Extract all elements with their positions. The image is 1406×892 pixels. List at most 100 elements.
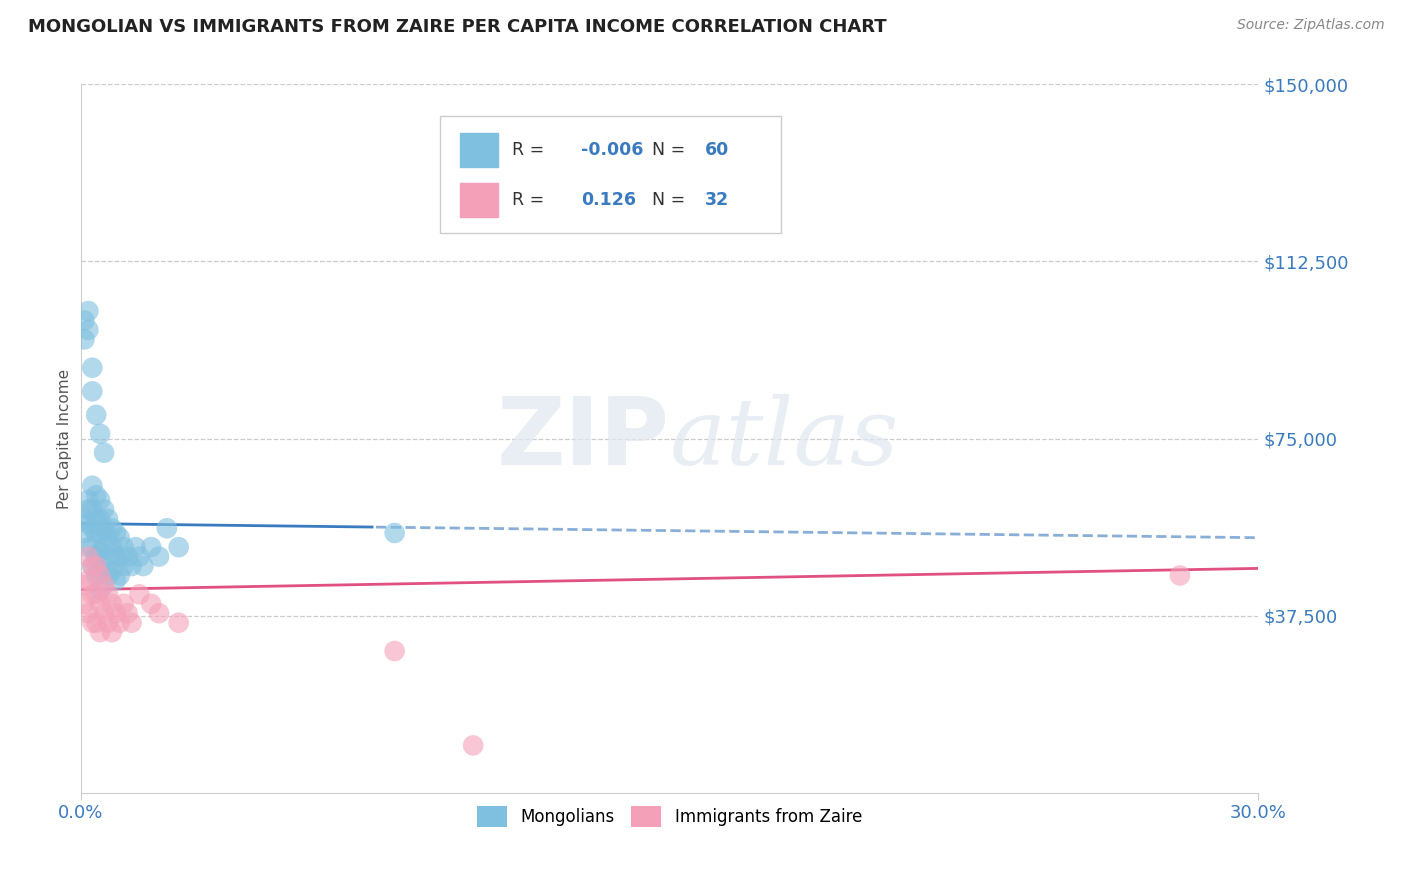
Point [84, 526, 107, 541]
Point [93, 502, 115, 516]
Point [82, 360, 104, 375]
Point [89, 625, 111, 640]
Point [132, 559, 155, 574]
Point [84, 488, 107, 502]
Point [108, 549, 131, 564]
Point [93, 446, 115, 460]
Point [89, 582, 111, 597]
Point [108, 568, 131, 582]
Point [77, 573, 100, 587]
Point [77, 304, 100, 318]
Point [108, 531, 131, 545]
Point [463, 739, 485, 753]
Point [112, 540, 135, 554]
Point [77, 516, 100, 531]
Point [104, 573, 127, 587]
Point [101, 597, 124, 611]
Point [77, 606, 100, 620]
Point [82, 559, 104, 574]
FancyBboxPatch shape [440, 116, 782, 233]
Point [73, 526, 96, 541]
Text: ZIP: ZIP [496, 392, 669, 484]
Point [82, 540, 104, 554]
Point [93, 521, 115, 535]
Point [82, 479, 104, 493]
Point [89, 597, 111, 611]
Point [97, 568, 120, 582]
Text: Source: ZipAtlas.com: Source: ZipAtlas.com [1237, 18, 1385, 32]
Text: -0.006: -0.006 [581, 141, 644, 160]
Point [384, 526, 406, 541]
Point [101, 564, 124, 578]
Point [77, 323, 100, 337]
Point [97, 512, 120, 526]
Point [1168, 568, 1191, 582]
Point [128, 549, 150, 564]
Point [148, 549, 170, 564]
Text: 0.126: 0.126 [581, 191, 636, 209]
Point [97, 531, 120, 545]
Point [141, 597, 163, 611]
Point [128, 587, 150, 601]
Point [112, 597, 135, 611]
Point [104, 549, 127, 564]
Point [112, 559, 135, 574]
Point [97, 549, 120, 564]
Point [82, 559, 104, 574]
Point [82, 615, 104, 630]
Point [73, 512, 96, 526]
Point [104, 606, 127, 620]
Point [84, 559, 107, 574]
Point [73, 578, 96, 592]
Point [89, 564, 111, 578]
Point [156, 521, 179, 535]
Point [84, 587, 107, 601]
Point [73, 597, 96, 611]
Point [93, 578, 115, 592]
Point [167, 540, 190, 554]
Text: R =: R = [512, 191, 544, 209]
Point [84, 568, 107, 582]
Point [73, 313, 96, 327]
Point [97, 615, 120, 630]
Point [117, 549, 139, 564]
Point [148, 606, 170, 620]
Point [84, 408, 107, 422]
Point [93, 559, 115, 574]
Point [89, 568, 111, 582]
Point [77, 502, 100, 516]
Point [82, 521, 104, 535]
Point [101, 540, 124, 554]
Bar [460, 133, 498, 168]
Point [89, 492, 111, 507]
Text: MONGOLIAN VS IMMIGRANTS FROM ZAIRE PER CAPITA INCOME CORRELATION CHART: MONGOLIAN VS IMMIGRANTS FROM ZAIRE PER C… [28, 18, 887, 36]
Point [93, 540, 115, 554]
Text: atlas: atlas [669, 393, 898, 483]
Point [84, 512, 107, 526]
Point [77, 549, 100, 564]
Point [77, 492, 100, 507]
Point [77, 540, 100, 554]
Point [82, 587, 104, 601]
Text: N =: N = [652, 141, 685, 160]
Text: N =: N = [652, 191, 685, 209]
Point [167, 615, 190, 630]
Point [384, 644, 406, 658]
Point [124, 540, 146, 554]
Point [93, 606, 115, 620]
Point [89, 426, 111, 441]
Legend: Mongolians, Immigrants from Zaire: Mongolians, Immigrants from Zaire [471, 799, 869, 834]
Point [82, 384, 104, 399]
Point [101, 521, 124, 535]
Point [108, 615, 131, 630]
Point [121, 615, 143, 630]
Point [117, 606, 139, 620]
Text: R =: R = [512, 141, 544, 160]
Point [141, 540, 163, 554]
Point [89, 526, 111, 541]
Text: 60: 60 [704, 141, 730, 160]
Point [84, 615, 107, 630]
Point [97, 587, 120, 601]
Point [101, 625, 124, 640]
Point [73, 332, 96, 346]
